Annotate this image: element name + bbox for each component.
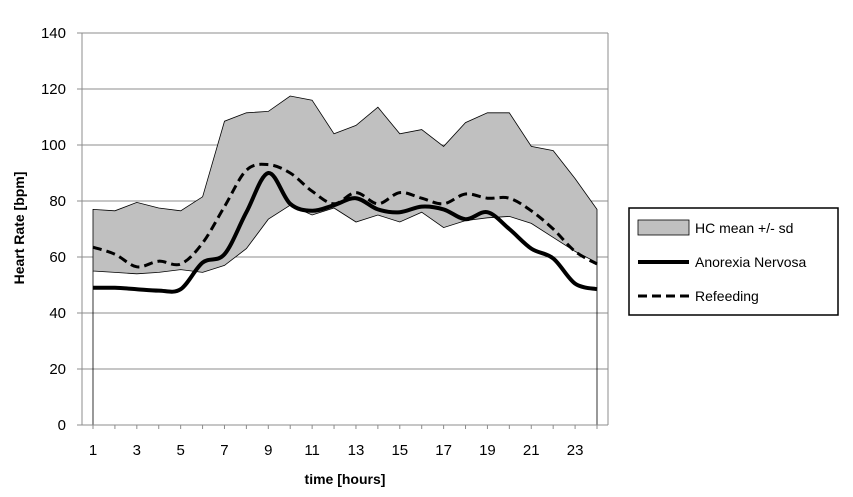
legend-label-anorexia: Anorexia Nervosa (695, 254, 806, 270)
x-tick-label-17: 17 (435, 442, 452, 459)
x-tick-labels: 1 3 5 7 9 11 13 15 17 19 21 23 (89, 425, 598, 459)
x-tick-label-19: 19 (479, 442, 496, 459)
y-tick-label-0: 0 (58, 417, 66, 434)
y-tick-label-140: 140 (41, 25, 66, 42)
x-tick-label-15: 15 (391, 442, 408, 459)
hc-band-area (92, 95, 598, 275)
legend: HC mean +/- sd Anorexia Nervosa Refeedin… (628, 207, 839, 316)
x-tick-label-7: 7 (220, 442, 228, 459)
series-line-refeeding (92, 162, 598, 269)
y-tick-label-40: 40 (49, 305, 66, 322)
x-tick-label-3: 3 (133, 442, 141, 459)
y-tick-label-80: 80 (49, 193, 66, 210)
x-axis-title: time [hours] (305, 471, 386, 487)
x-tick-label-13: 13 (348, 442, 365, 459)
y-axis-title: Heart Rate [bpm] (11, 172, 27, 285)
x-tick-label-23: 23 (567, 442, 584, 459)
x-tick-label-9: 9 (264, 442, 272, 459)
y-tick-label-60: 60 (49, 249, 66, 266)
x-tick-label-11: 11 (304, 442, 320, 459)
y-tick-label-100: 100 (41, 137, 66, 154)
legend-label-refeeding: Refeeding (695, 288, 759, 304)
y-tick-label-20: 20 (49, 361, 66, 378)
series-line-anorexia-nervosa (92, 171, 598, 294)
y-tick-label-120: 120 (41, 81, 66, 98)
y-tick-labels: 0 20 40 60 80 100 120 140 (41, 25, 82, 434)
x-tick-label-5: 5 (176, 442, 184, 459)
legend-label-band: HC mean +/- sd (695, 220, 793, 236)
x-tick-label-21: 21 (523, 442, 540, 459)
x-tick-label-1: 1 (89, 442, 97, 459)
series-layer (92, 162, 598, 294)
axes (81, 33, 609, 426)
legend-swatch-band (637, 219, 690, 236)
